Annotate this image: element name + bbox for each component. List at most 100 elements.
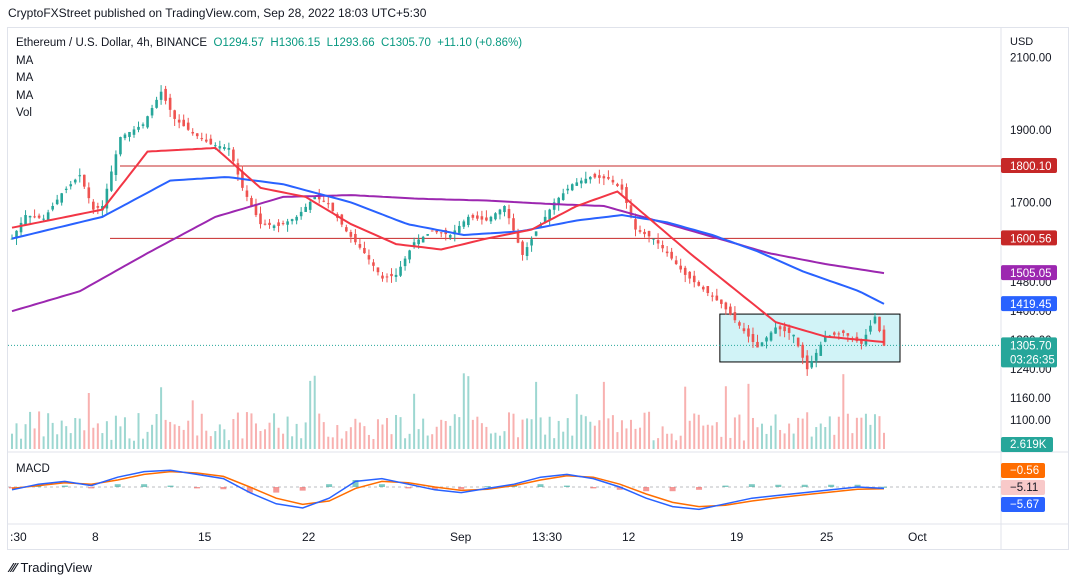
- tradingview-logo[interactable]: ⁄⁄⁄ TradingView: [10, 560, 92, 575]
- volume-bar: [422, 418, 425, 449]
- volume-bar: [87, 392, 90, 449]
- volume-bar: [309, 380, 312, 449]
- candle-body: [471, 214, 475, 218]
- volume-bar: [218, 424, 221, 449]
- candle-body: [164, 88, 167, 101]
- candle-body: [372, 262, 375, 266]
- volume-bar: [562, 431, 565, 449]
- volume-bar: [11, 433, 13, 449]
- candle-body: [485, 217, 488, 221]
- volume-bar: [241, 438, 244, 449]
- indicator-ma-3[interactable]: MA: [16, 89, 34, 102]
- volume-bar: [878, 416, 881, 449]
- candle-body: [647, 230, 651, 237]
- volume-bar: [119, 426, 122, 449]
- candle-body: [354, 233, 357, 243]
- volume-bar: [173, 424, 176, 449]
- candle-body: [833, 332, 836, 335]
- volume-bar: [191, 400, 194, 449]
- volume-bar: [783, 433, 786, 449]
- volume-bar: [751, 417, 754, 449]
- candle-body: [250, 197, 253, 206]
- chart-frame: [7, 27, 1069, 550]
- volume-bar: [69, 433, 72, 449]
- macd-histogram-bar: [775, 484, 782, 487]
- candle-body: [643, 231, 646, 235]
- candle-body: [403, 258, 407, 267]
- candle-body: [259, 213, 262, 225]
- candle-body: [119, 137, 122, 155]
- candle-body: [326, 203, 330, 205]
- tradingview-logo-icon: ⁄⁄⁄: [10, 560, 17, 575]
- macd-histogram-bar: [616, 487, 623, 490]
- volume-bar: [589, 421, 592, 449]
- macd-histogram-bar: [246, 487, 253, 493]
- volume-bar: [254, 423, 257, 449]
- candle-body: [245, 190, 249, 197]
- x-tick-label: 25: [820, 530, 834, 544]
- x-tick-label: 12: [622, 530, 636, 544]
- volume-bar: [458, 417, 461, 449]
- candle-body: [408, 250, 411, 260]
- volume-bar: [151, 424, 154, 449]
- volume-bar: [128, 438, 131, 449]
- volume-bar: [629, 419, 632, 449]
- volume-bar: [96, 423, 99, 449]
- candle-body: [620, 184, 624, 190]
- volume-bar: [517, 437, 520, 449]
- volume-bar: [864, 413, 867, 449]
- volume-bar: [553, 438, 556, 449]
- volume-bar: [164, 419, 167, 449]
- volume-bar: [810, 436, 813, 449]
- macd-histogram-bar: [722, 485, 729, 487]
- volume-bar: [372, 438, 375, 449]
- candle-body: [548, 209, 551, 220]
- candle-body: [345, 227, 348, 232]
- macd-histogram-bar: [405, 487, 412, 489]
- candle-body: [801, 344, 804, 358]
- volume-bar: [729, 437, 732, 449]
- volume-bar: [535, 381, 538, 449]
- volume-bar: [756, 427, 759, 449]
- macd-histogram-bar: [273, 487, 280, 493]
- volume-bar: [503, 431, 506, 449]
- volume-bar: [521, 419, 524, 449]
- candle-body: [173, 110, 176, 119]
- indicator-ma-1[interactable]: MA: [16, 54, 34, 67]
- volume-bar: [286, 416, 289, 449]
- candle-body: [530, 239, 533, 246]
- volume-bar: [697, 414, 700, 449]
- macd-histogram-bar: [61, 485, 68, 487]
- volume-bar: [15, 423, 18, 449]
- candle-body: [846, 333, 850, 336]
- price-tag: [1001, 158, 1057, 174]
- candle-body: [232, 149, 235, 162]
- macd-histogram-bar: [326, 484, 333, 487]
- indicator-ma-2[interactable]: MA: [16, 72, 34, 84]
- volume-bar: [476, 416, 479, 449]
- volume-bar: [742, 440, 745, 449]
- candle-body: [837, 333, 841, 335]
- indicator-vol[interactable]: Vol: [16, 107, 32, 119]
- volume-bar: [770, 425, 773, 449]
- candle-body: [711, 295, 714, 297]
- volume-bar: [300, 438, 303, 449]
- publisher-credit: CryptoFXStreet published on TradingView.…: [8, 6, 427, 20]
- volume-bar: [182, 429, 185, 449]
- volume-bar: [819, 423, 822, 449]
- candle-body: [33, 216, 36, 218]
- price-tag: [1001, 296, 1057, 312]
- x-tick-label: 19: [730, 530, 744, 544]
- volume-bar: [625, 428, 628, 449]
- candle-body: [882, 329, 886, 346]
- candle-body: [494, 213, 497, 220]
- symbol-label: Ethereum / U.S. Dollar, 4h, BINANCE: [16, 37, 208, 49]
- candle-body: [439, 232, 443, 234]
- candle-body: [476, 215, 479, 219]
- candle-body: [778, 326, 782, 330]
- candle-body: [557, 197, 560, 205]
- candle-body: [670, 251, 673, 259]
- volume-bar: [489, 433, 492, 449]
- volume-bar: [462, 373, 465, 449]
